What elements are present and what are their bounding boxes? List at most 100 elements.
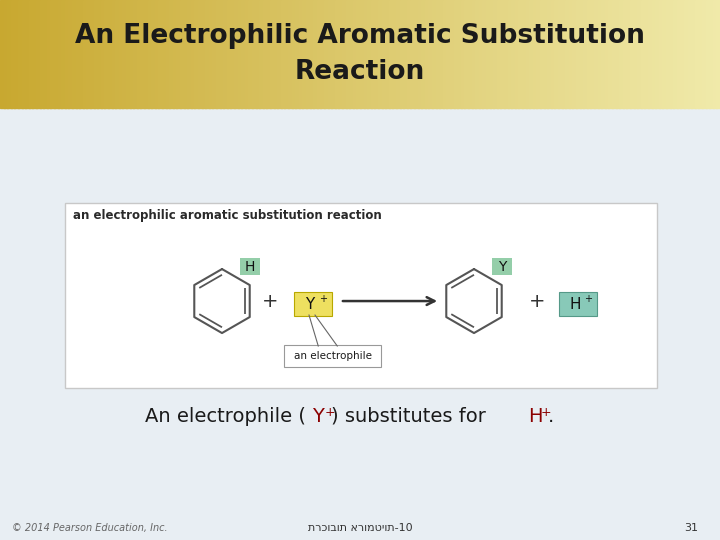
- Bar: [119, 0, 123, 108]
- Bar: [580, 0, 584, 108]
- Bar: [601, 0, 606, 108]
- Bar: [518, 0, 523, 108]
- Bar: [176, 0, 181, 108]
- Bar: [403, 0, 408, 108]
- Text: an electrophilic aromatic substitution reaction: an electrophilic aromatic substitution r…: [73, 208, 382, 221]
- Bar: [248, 0, 253, 108]
- Bar: [223, 0, 228, 108]
- Bar: [263, 0, 267, 108]
- Bar: [252, 0, 256, 108]
- Bar: [4, 0, 8, 108]
- Bar: [486, 0, 490, 108]
- Bar: [522, 0, 526, 108]
- Bar: [230, 0, 235, 108]
- Bar: [594, 0, 598, 108]
- Bar: [367, 0, 372, 108]
- FancyBboxPatch shape: [492, 258, 512, 275]
- Text: +: +: [262, 292, 278, 310]
- Bar: [324, 0, 328, 108]
- Bar: [155, 0, 159, 108]
- Bar: [428, 0, 433, 108]
- Bar: [313, 0, 318, 108]
- FancyBboxPatch shape: [284, 345, 381, 367]
- Bar: [86, 0, 91, 108]
- Bar: [79, 0, 84, 108]
- Bar: [414, 0, 418, 108]
- Bar: [464, 0, 469, 108]
- Text: H: H: [245, 260, 255, 274]
- Bar: [558, 0, 562, 108]
- Bar: [562, 0, 566, 108]
- Bar: [94, 0, 98, 108]
- Bar: [540, 0, 544, 108]
- Bar: [655, 0, 660, 108]
- Bar: [238, 0, 242, 108]
- Bar: [500, 0, 505, 108]
- Bar: [209, 0, 213, 108]
- Text: +: +: [541, 406, 552, 419]
- Bar: [205, 0, 210, 108]
- Bar: [306, 0, 310, 108]
- Bar: [472, 0, 476, 108]
- Text: ) substitutes for: ) substitutes for: [331, 407, 492, 426]
- Bar: [587, 0, 591, 108]
- Bar: [151, 0, 156, 108]
- FancyBboxPatch shape: [240, 258, 260, 275]
- Bar: [284, 0, 289, 108]
- Bar: [90, 0, 94, 108]
- Text: +: +: [584, 294, 592, 304]
- Bar: [698, 0, 703, 108]
- Bar: [47, 0, 51, 108]
- Bar: [565, 0, 570, 108]
- Bar: [688, 0, 692, 108]
- Bar: [360, 0, 364, 108]
- Bar: [666, 0, 670, 108]
- Bar: [493, 0, 498, 108]
- Bar: [490, 0, 494, 108]
- Bar: [504, 0, 508, 108]
- Bar: [11, 0, 15, 108]
- Bar: [126, 0, 130, 108]
- Bar: [65, 0, 69, 108]
- Bar: [475, 0, 480, 108]
- Bar: [68, 0, 73, 108]
- Bar: [83, 0, 87, 108]
- Bar: [572, 0, 577, 108]
- Bar: [137, 0, 141, 108]
- Bar: [630, 0, 634, 108]
- Bar: [382, 0, 386, 108]
- Bar: [410, 0, 415, 108]
- Bar: [436, 0, 440, 108]
- Bar: [245, 0, 249, 108]
- Text: An electrophile (: An electrophile (: [145, 407, 306, 426]
- Bar: [374, 0, 379, 108]
- Bar: [220, 0, 224, 108]
- Bar: [616, 0, 620, 108]
- Bar: [536, 0, 541, 108]
- Bar: [61, 0, 66, 108]
- Bar: [385, 0, 390, 108]
- Bar: [446, 0, 451, 108]
- Bar: [331, 0, 336, 108]
- Bar: [277, 0, 282, 108]
- Bar: [713, 0, 717, 108]
- Bar: [608, 0, 613, 108]
- Bar: [212, 0, 217, 108]
- Bar: [158, 0, 163, 108]
- Bar: [684, 0, 688, 108]
- Bar: [198, 0, 202, 108]
- Bar: [25, 0, 30, 108]
- Text: H: H: [528, 407, 542, 426]
- Bar: [266, 0, 271, 108]
- Bar: [50, 0, 55, 108]
- Bar: [295, 0, 300, 108]
- Bar: [194, 0, 199, 108]
- Bar: [709, 0, 714, 108]
- Bar: [389, 0, 393, 108]
- Bar: [43, 0, 48, 108]
- Bar: [130, 0, 134, 108]
- Bar: [40, 0, 44, 108]
- Text: © 2014 Pearson Education, Inc.: © 2014 Pearson Education, Inc.: [12, 523, 168, 533]
- Bar: [432, 0, 436, 108]
- Bar: [544, 0, 548, 108]
